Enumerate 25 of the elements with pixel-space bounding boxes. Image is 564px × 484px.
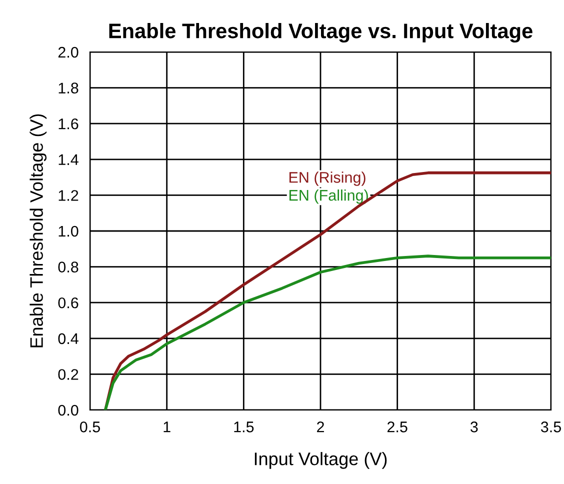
x-tick-label: 2.5 [387,422,408,432]
x-tick-label: 1 [164,422,170,432]
y-tick-label: 1.2 [58,190,78,201]
y-tick-label: 0.6 [58,297,78,308]
y-tick-label: 1.0 [58,226,78,237]
text: EN (Falling) [289,190,368,204]
line-series [104,171,551,410]
y-tick-label: 1.6 [58,118,78,130]
y-tick-label: 0.4 [58,333,78,344]
x-tick-label: 2 [317,422,324,432]
line-series [104,254,551,410]
y-tick-label: 2.0 [58,46,78,58]
series-label: EN (Rising) [289,172,366,186]
x-tick-label: 3 [470,422,478,432]
x-axis-title: Input Voltage (V) [254,452,387,469]
y-tick-label: 0.2 [58,369,78,380]
x-tick-label: 0.5 [80,422,100,432]
y-tick-label: 0.0 [58,404,78,416]
y-tick-label: 1.4 [58,154,78,165]
y-tick-label: 0.8 [58,262,78,272]
y-axis-title: Enable Threshold Voltage (V) [30,114,47,348]
chart-title: Enable Threshold Voltage vs. Input Voltage [109,23,532,43]
x-tick-label: 1.5 [234,422,254,432]
x-tick-label: 3.5 [540,422,561,432]
y-tick-label: 1.8 [58,82,78,94]
